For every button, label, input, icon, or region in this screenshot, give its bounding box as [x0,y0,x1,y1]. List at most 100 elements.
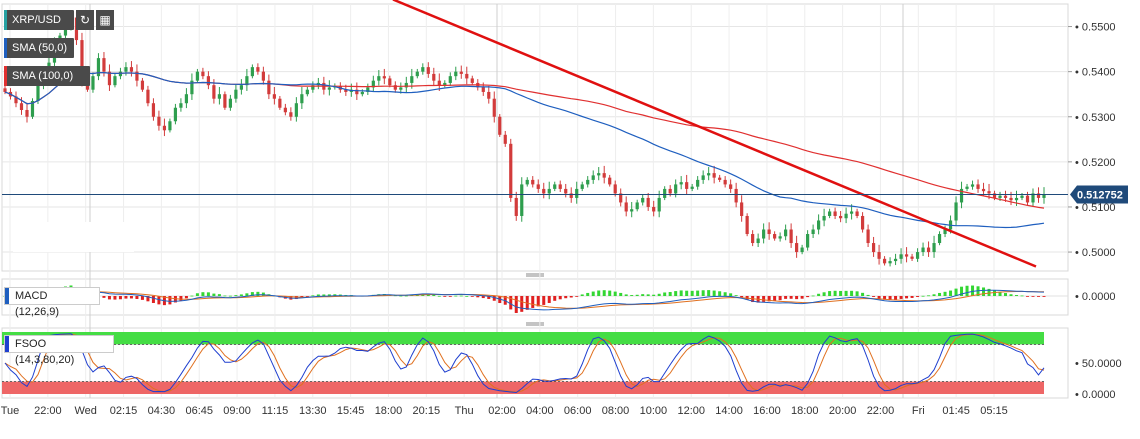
candle [817,214,821,235]
price-tick-label-0: • 0.5500 [1075,22,1116,34]
candle [635,199,639,212]
candle [965,183,969,192]
macd-bar [916,296,920,297]
macd-swatch [5,288,9,304]
candle [399,82,403,94]
candle [503,130,507,147]
time-tick-label-18: 12:00 [677,405,705,417]
macd-bar [553,296,557,301]
macd-bar [129,296,133,299]
candle [393,81,397,93]
candle [745,213,749,237]
macd-bar [602,290,606,296]
sma50-line [4,71,1045,229]
macd-legend[interactable]: MACD (12,26,9) [4,287,100,318]
candle [30,98,35,119]
candle [910,253,914,261]
macd-bar [954,288,958,296]
candle [140,77,145,92]
macd-label: MACD (12,26,9) [15,290,60,318]
symbol-label-box[interactable]: XRP/USD [4,10,74,30]
macd-bar [514,296,518,313]
macd-bar [206,292,210,296]
candle [591,170,595,184]
macd-resize-handle[interactable] [526,273,544,277]
fsoo-k-line [4,333,1045,394]
macd-bar [470,296,474,297]
macd-bar [459,295,463,297]
macd-bar [586,292,590,296]
candle [575,181,579,204]
macd-bar [569,296,573,298]
candle [602,165,606,184]
candle [107,64,112,91]
macd-bar [327,294,331,296]
macd-bar [696,290,700,296]
candle [729,179,733,193]
macd-bar [630,295,634,296]
candle [217,86,221,105]
candle [740,195,744,222]
macd-tick-label: • 0.0000 [1075,291,1116,303]
macd-bar [575,296,579,297]
price-tick-label-1: • 0.5400 [1075,67,1116,79]
macd-bar [921,295,925,297]
macd-bar [861,292,865,296]
candle [492,91,496,123]
candle [146,85,150,107]
calendar-icon[interactable]: ▦ [96,10,114,30]
candle [778,232,782,242]
macd-line [4,287,1045,311]
candle [970,180,975,190]
macd-bar [619,292,623,296]
candle [459,65,463,79]
candle [25,102,29,123]
candle [553,181,557,192]
time-tick-label-16: 08:00 [602,405,630,417]
macd-bar [850,290,854,296]
sma50-swatch [4,38,7,58]
macd-bar [118,296,122,300]
candle [569,187,573,203]
macd-bar [597,290,601,296]
sma100-legend[interactable]: SMA (100,0) [4,66,90,86]
macd-bar [448,296,452,297]
candle [926,241,931,257]
macd-bar [487,296,491,299]
symbol-label: XRP/USD [12,14,61,26]
macd-bar [718,291,722,296]
macd-bar [674,291,678,296]
candle [129,61,134,77]
candle [932,235,936,258]
fsoo-legend[interactable]: FSOO (14,3,80,20) [4,335,114,366]
macd-bar [767,296,771,302]
candle [261,66,265,85]
candle [921,242,925,257]
macd-bar [872,296,876,297]
macd-bar [877,296,881,299]
macd-bar [465,295,469,297]
macd-bar [333,294,337,296]
sma50-legend[interactable]: SMA (50,0) [4,38,74,58]
candle [289,107,293,121]
current-price-label: 0.512752 [1077,190,1123,202]
macd-bar [844,290,848,296]
candle [613,180,617,197]
macd-bar [542,296,546,305]
candle [773,231,777,241]
candle [624,196,628,217]
candle [283,103,287,116]
candle [245,68,249,91]
macd-bar [256,291,260,296]
refresh-icon[interactable]: ↻ [76,10,94,30]
fsoo-resize-handle[interactable] [526,322,544,326]
macd-bar [437,295,441,297]
candle [860,212,865,233]
candle [751,230,755,247]
macd-bar [822,292,826,296]
candle [267,74,271,100]
candle [844,207,848,224]
candle [135,64,139,87]
macd-bar [135,296,139,299]
